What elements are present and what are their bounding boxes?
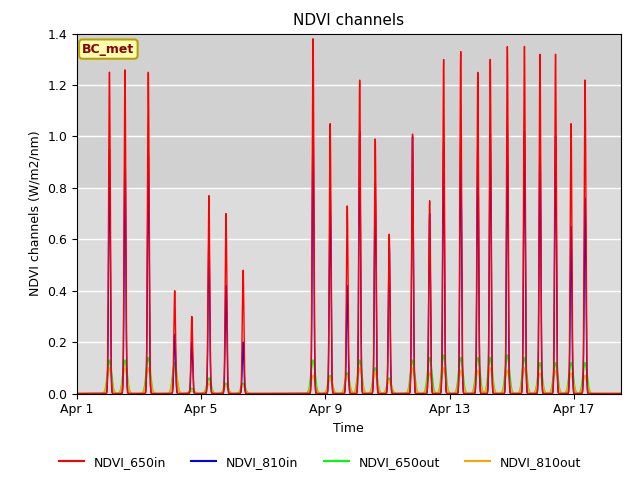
Title: NDVI channels: NDVI channels (293, 13, 404, 28)
Y-axis label: NDVI channels (W/m2/nm): NDVI channels (W/m2/nm) (29, 131, 42, 297)
X-axis label: Time: Time (333, 422, 364, 435)
Bar (77, 34, 621, 188)
Text: BC_met: BC_met (82, 43, 134, 56)
Legend: NDVI_650in, NDVI_810in, NDVI_650out, NDVI_810out: NDVI_650in, NDVI_810in, NDVI_650out, NDV… (54, 451, 586, 474)
